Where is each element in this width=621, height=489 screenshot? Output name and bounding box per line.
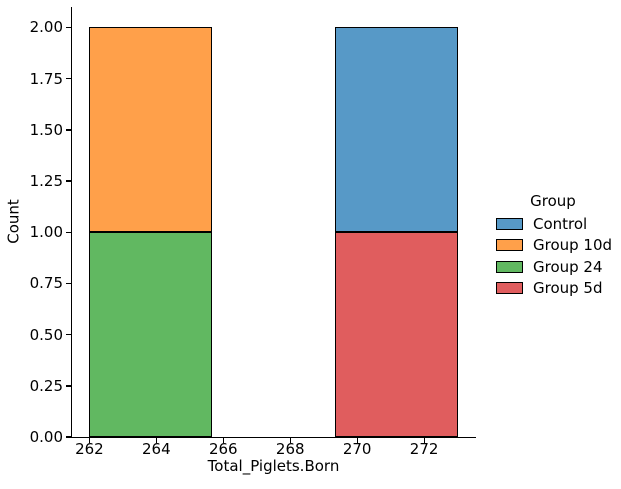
x-tick-mark bbox=[289, 438, 291, 443]
y-tick-mark bbox=[66, 129, 71, 131]
y-tick-label: 1.00 bbox=[29, 223, 63, 242]
y-tick-label: 0.50 bbox=[29, 325, 63, 344]
legend-swatch-icon bbox=[496, 260, 523, 273]
legend-label: Group 10d bbox=[533, 236, 613, 255]
x-tick-mark bbox=[88, 438, 91, 443]
y-tick-mark bbox=[66, 78, 71, 80]
y-tick-mark bbox=[66, 334, 71, 336]
x-tick-mark bbox=[356, 438, 358, 443]
legend-label: Group 5d bbox=[533, 279, 603, 298]
x-tick-mark bbox=[423, 438, 425, 443]
x-tick-mark bbox=[155, 438, 158, 443]
y-tick-label: 1.25 bbox=[29, 172, 63, 191]
legend-entry-group-10d: Group 10d bbox=[489, 235, 617, 257]
x-axis-line bbox=[71, 437, 476, 439]
bar-segment-control bbox=[334, 27, 458, 233]
y-tick-mark bbox=[66, 436, 71, 438]
x-tick-label: 272 bbox=[409, 440, 439, 458]
x-tick-label: 266 bbox=[208, 440, 238, 458]
y-tick-label: 0.00 bbox=[29, 428, 63, 446]
x-tick-label: 270 bbox=[342, 440, 372, 458]
legend-title: Group bbox=[530, 192, 576, 210]
legend-label: Control bbox=[533, 214, 588, 233]
y-tick-label: 2.00 bbox=[29, 18, 63, 37]
bar-segment-group-5d bbox=[334, 232, 458, 437]
bar-segment-group-10d bbox=[89, 27, 213, 233]
legend: Group Control Group 10d Group 24 Group 5d bbox=[489, 192, 617, 299]
y-axis-line bbox=[71, 7, 73, 438]
y-tick-label: 0.75 bbox=[29, 274, 63, 293]
y-axis-title: Count bbox=[4, 199, 23, 244]
legend-entry-group-5d: Group 5d bbox=[489, 278, 617, 300]
legend-swatch-icon bbox=[496, 217, 523, 230]
y-tick-mark bbox=[66, 231, 71, 233]
legend-entry-group-24: Group 24 bbox=[489, 256, 617, 278]
x-tick-label: 262 bbox=[75, 440, 104, 458]
y-tick-label: 0.25 bbox=[29, 376, 63, 395]
legend-label: Group 24 bbox=[533, 257, 603, 276]
legend-entry-control: Control bbox=[489, 213, 617, 235]
legend-entries: Control Group 10d Group 24 Group 5d bbox=[489, 213, 617, 299]
legend-swatch-icon bbox=[496, 282, 523, 295]
x-tick-label: 264 bbox=[142, 440, 171, 458]
x-tick-label: 268 bbox=[275, 440, 305, 458]
y-tick-mark bbox=[66, 26, 71, 29]
y-tick-mark bbox=[66, 282, 71, 285]
y-tick-label: 1.75 bbox=[29, 69, 63, 88]
legend-swatch-icon bbox=[496, 239, 523, 252]
y-tick-mark bbox=[66, 180, 71, 182]
y-tick-label: 1.50 bbox=[29, 120, 63, 139]
x-tick-mark bbox=[222, 438, 224, 443]
x-axis-title: Total_Piglets.Born bbox=[207, 457, 340, 475]
y-tick-mark bbox=[66, 385, 71, 387]
bar-segment-group-24 bbox=[89, 232, 213, 437]
